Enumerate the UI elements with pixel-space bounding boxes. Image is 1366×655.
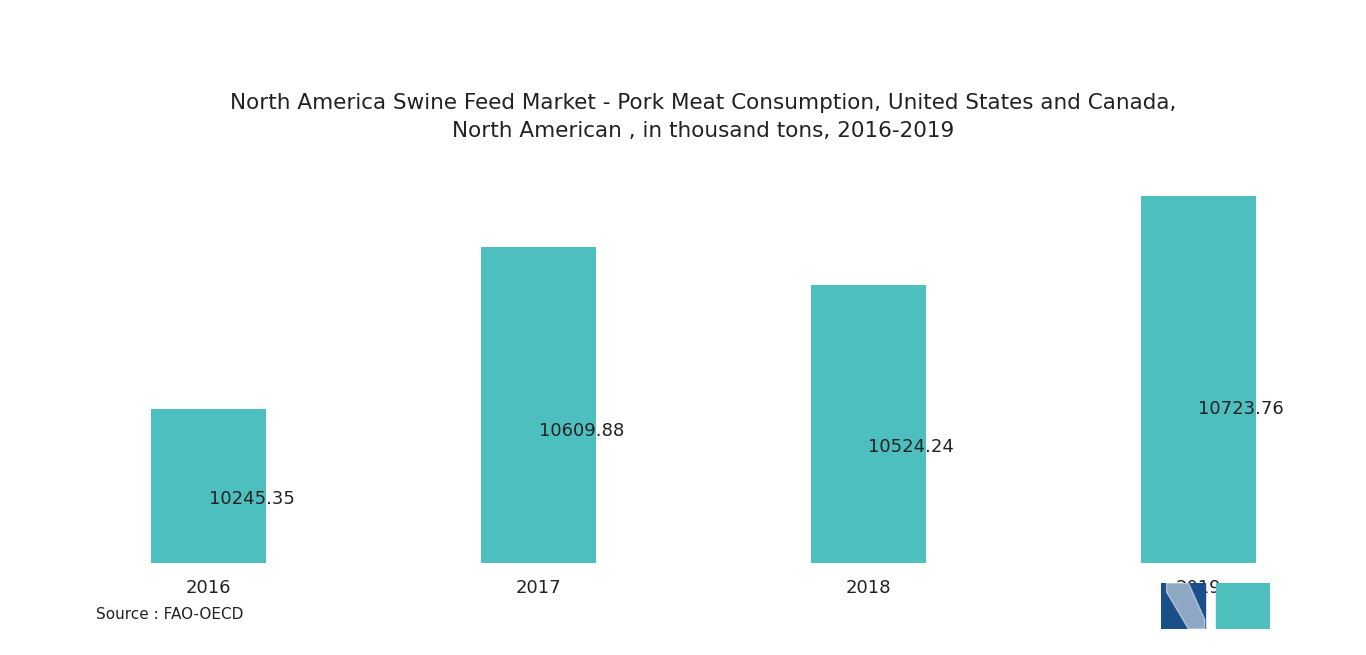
- Bar: [150, 409, 266, 563]
- Title: North America Swine Feed Market - Pork Meat Consumption, United States and Canad: North America Swine Feed Market - Pork M…: [231, 93, 1176, 141]
- Text: 10723.76: 10723.76: [1198, 400, 1284, 418]
- Text: 10609.88: 10609.88: [538, 422, 624, 440]
- Polygon shape: [1216, 583, 1270, 629]
- Polygon shape: [1161, 583, 1205, 629]
- Text: 10245.35: 10245.35: [209, 490, 295, 508]
- Polygon shape: [1167, 583, 1205, 629]
- Bar: [810, 286, 926, 563]
- Text: 10524.24: 10524.24: [869, 438, 955, 455]
- Bar: [1141, 196, 1257, 563]
- Bar: [481, 247, 597, 563]
- Text: Source : FAO-OECD: Source : FAO-OECD: [96, 607, 243, 622]
